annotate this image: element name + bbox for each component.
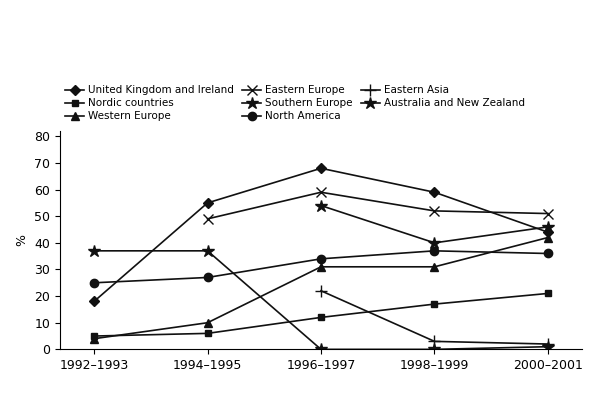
Southern Europe (317, 203, 325, 208)
Line: Southern Europe: Southern Europe (315, 199, 554, 249)
Western Europe (204, 320, 211, 325)
United Kingdom and Ireland (431, 190, 438, 195)
Southern Europe (544, 224, 551, 229)
Eastern Europe (317, 190, 325, 195)
Nordic countries (431, 302, 438, 306)
North America (431, 249, 438, 253)
Southern Europe (431, 241, 438, 245)
Australia and New Zealand (431, 347, 438, 352)
Line: North America: North America (90, 247, 552, 287)
North America (317, 256, 325, 261)
Australia and New Zealand (204, 249, 211, 253)
Western Europe (431, 264, 438, 269)
Eastern Europe (431, 208, 438, 213)
Nordic countries (91, 333, 98, 338)
Line: Western Europe: Western Europe (90, 233, 552, 343)
Eastern Asia (317, 288, 325, 293)
United Kingdom and Ireland (317, 166, 325, 171)
Western Europe (317, 264, 325, 269)
North America (204, 275, 211, 280)
Y-axis label: %: % (16, 234, 29, 246)
Line: Nordic countries: Nordic countries (91, 290, 551, 339)
Nordic countries (317, 315, 325, 320)
Legend: United Kingdom and Ireland, Nordic countries, Western Europe, Eastern Europe, So: United Kingdom and Ireland, Nordic count… (65, 85, 525, 121)
Line: Eastern Asia: Eastern Asia (316, 285, 554, 350)
United Kingdom and Ireland (91, 299, 98, 304)
Australia and New Zealand (544, 344, 551, 349)
Nordic countries (204, 331, 211, 336)
Line: Eastern Europe: Eastern Europe (203, 187, 553, 224)
Line: Australia and New Zealand: Australia and New Zealand (88, 245, 554, 356)
Eastern Europe (544, 211, 551, 216)
Australia and New Zealand (91, 249, 98, 253)
Western Europe (91, 336, 98, 341)
North America (91, 280, 98, 285)
Nordic countries (544, 291, 551, 296)
Western Europe (544, 235, 551, 240)
Eastern Asia (544, 342, 551, 347)
North America (544, 251, 551, 256)
United Kingdom and Ireland (204, 200, 211, 205)
United Kingdom and Ireland (544, 230, 551, 235)
Eastern Asia (431, 339, 438, 344)
Line: United Kingdom and Ireland: United Kingdom and Ireland (91, 165, 551, 305)
Eastern Europe (204, 216, 211, 221)
Australia and New Zealand (317, 347, 325, 352)
